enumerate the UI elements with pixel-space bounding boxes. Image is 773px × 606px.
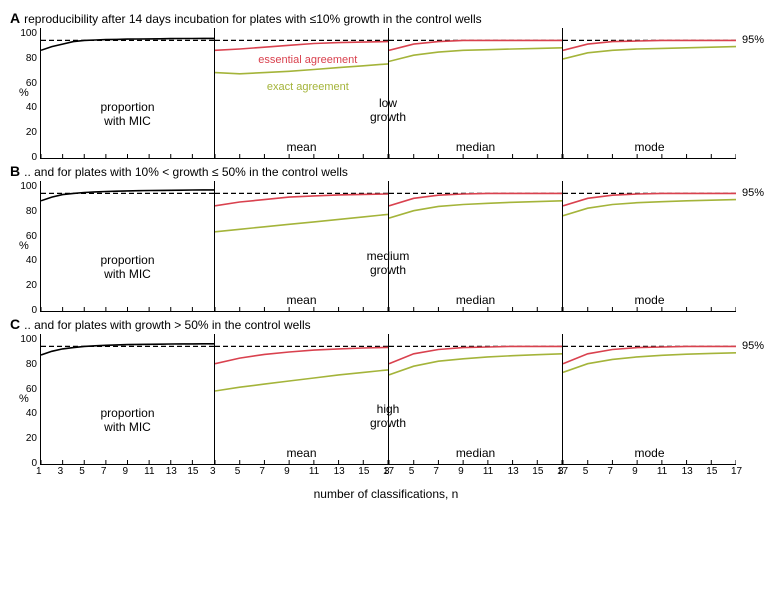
panels-B: 020406080100%proportionwith MICmeanmediu… [40, 181, 763, 312]
panel-mean: meanlow growthessential agreementexact a… [214, 28, 388, 159]
panel-proportion: 13579111315020406080100%proportionwith M… [40, 334, 214, 465]
panel-mean: meanmedium growth [214, 181, 388, 312]
ytick-label: 20 [26, 127, 37, 138]
row-title-B: B .. and for plates with 10% < growth ≤ 5… [10, 163, 763, 179]
row-title-text: .. and for plates with 10% < growth ≤ 50… [24, 165, 348, 179]
ytick-label: 100 [20, 334, 37, 345]
xtick-label: 13 [166, 466, 177, 477]
panel-median: 357911131517median [388, 334, 562, 465]
row-title-A: Areproducibility after 14 days incubatio… [10, 10, 763, 26]
xtick-label: 11 [144, 466, 154, 477]
row-title-C: C .. and for plates with growth > 50% in … [10, 316, 763, 332]
ytick-label: 80 [26, 206, 37, 217]
panels-C: 13579111315020406080100%proportionwith M… [40, 334, 763, 465]
ytick-label: 40 [26, 102, 37, 113]
xtick-label: 11 [657, 466, 667, 477]
panel-proportion: 020406080100%proportionwith MIC [40, 181, 214, 312]
panel-median: median [388, 28, 562, 159]
y-axis-label: % [19, 87, 29, 99]
y-axis-label: % [19, 393, 29, 405]
ytick-label: 80 [26, 53, 37, 64]
row-title-text: reproducibility after 14 days incubation… [24, 12, 482, 26]
panel-proportion: 020406080100%proportionwith MIC [40, 28, 214, 159]
xtick-label: 9 [458, 466, 464, 477]
panel-mode: 35791113151795%mode [562, 334, 736, 465]
panels-A: 020406080100%proportionwith MICmeanlow g… [40, 28, 763, 159]
row-letter: B [10, 163, 20, 179]
xtick-label: 13 [334, 466, 345, 477]
xtick-label: 5 [235, 466, 241, 477]
ytick-label: 40 [26, 408, 37, 419]
row-A: Areproducibility after 14 days incubatio… [10, 10, 763, 159]
row-letter: C [10, 316, 20, 332]
ref-line-label: 95% [742, 187, 764, 199]
xtick-label: 7 [259, 466, 265, 477]
xtick-label: 3 [384, 466, 390, 477]
ytick-label: 20 [26, 433, 37, 444]
xtick-label: 7 [101, 466, 107, 477]
xtick-label: 9 [284, 466, 290, 477]
ref-line-label: 95% [742, 34, 764, 46]
xtick-label: 9 [632, 466, 638, 477]
row-title-text: .. and for plates with growth > 50% in t… [24, 318, 310, 332]
xtick-label: 11 [483, 466, 493, 477]
row-C: C .. and for plates with growth > 50% in … [10, 316, 763, 465]
ytick-label: 100 [20, 181, 37, 192]
figure-root: Areproducibility after 14 days incubatio… [10, 10, 763, 501]
xtick-label: 11 [309, 466, 319, 477]
xtick-label: 3 [558, 466, 564, 477]
row-letter: A [10, 10, 20, 26]
xtick-label: 13 [508, 466, 519, 477]
xtick-label: 5 [409, 466, 415, 477]
xtick-label: 15 [358, 466, 369, 477]
xtick-label: 3 [210, 466, 216, 477]
row-B: B .. and for plates with 10% < growth ≤ 5… [10, 163, 763, 312]
xtick-label: 17 [731, 466, 742, 477]
xtick-label: 5 [79, 466, 85, 477]
ytick-label: 20 [26, 280, 37, 291]
panel-median: median [388, 181, 562, 312]
xtick-label: 15 [532, 466, 543, 477]
panel-mode: 95%mode [562, 181, 736, 312]
panel-mode: 95%mode [562, 28, 736, 159]
ytick-label: 0 [31, 458, 37, 469]
panel-mean: 357911131517meanhigh growth [214, 334, 388, 465]
xtick-label: 3 [58, 466, 64, 477]
xtick-label: 9 [123, 466, 129, 477]
ytick-label: 80 [26, 359, 37, 370]
x-axis-label: number of classifications, n [40, 487, 732, 501]
y-axis-label: % [19, 240, 29, 252]
xtick-label: 15 [706, 466, 717, 477]
xtick-label: 13 [682, 466, 693, 477]
ytick-label: 0 [31, 152, 37, 163]
xtick-label: 7 [607, 466, 613, 477]
ytick-label: 0 [31, 305, 37, 316]
ref-line-label: 95% [742, 340, 764, 352]
xtick-label: 15 [187, 466, 198, 477]
xtick-label: 7 [433, 466, 439, 477]
ytick-label: 100 [20, 28, 37, 39]
xtick-label: 5 [583, 466, 589, 477]
ytick-label: 40 [26, 255, 37, 266]
